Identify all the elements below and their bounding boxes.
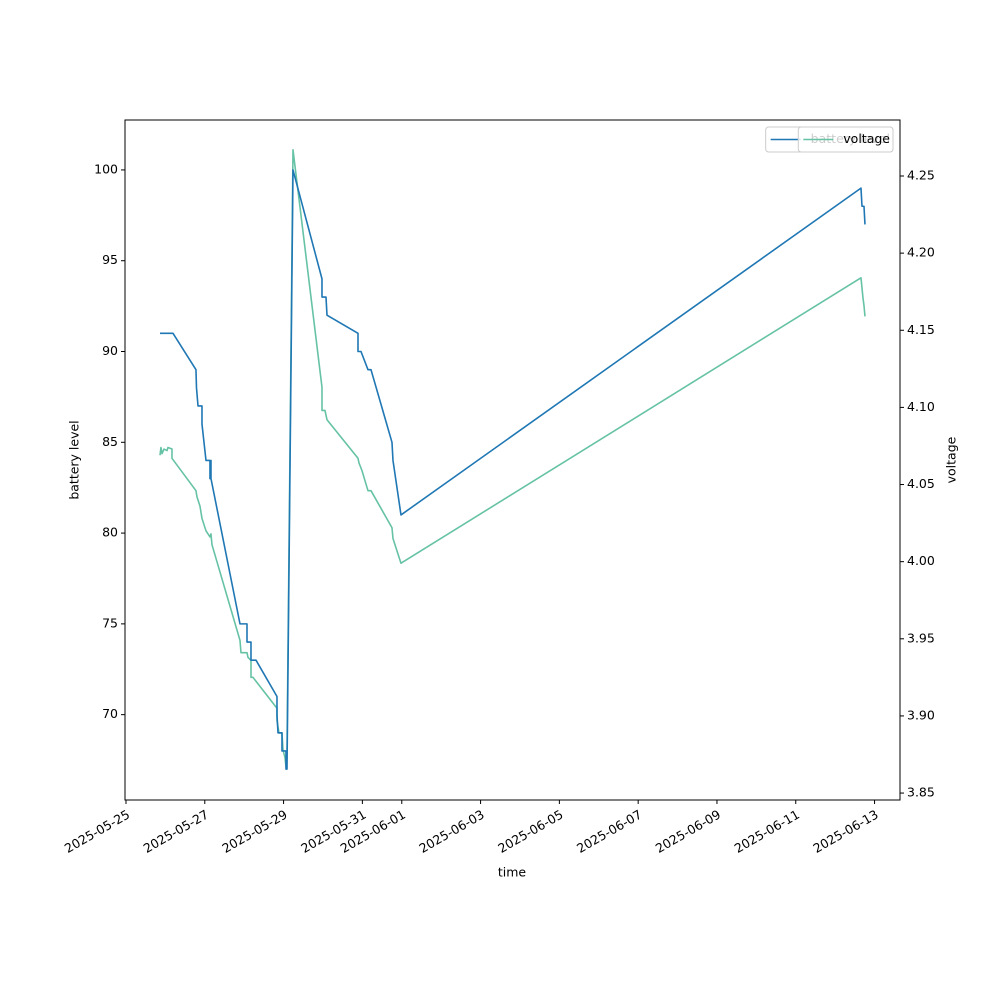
- y-tick-label: 100: [94, 161, 118, 176]
- x-axis-label: time: [498, 865, 527, 880]
- y-tick-label: 75: [102, 615, 118, 630]
- y2-tick-label: 4.25: [907, 167, 935, 182]
- y-tick-label: 95: [102, 252, 118, 267]
- legend-label: voltage: [843, 131, 890, 146]
- y-tick-label: 90: [102, 343, 118, 358]
- y2-tick-label: 3.95: [907, 630, 935, 645]
- data-line: [159, 169, 866, 770]
- y2-tick-label: 3.90: [907, 707, 935, 722]
- y2-tick-label: 4.05: [907, 476, 935, 491]
- y2-tick-label: 4.20: [907, 245, 935, 260]
- y-tick-label: 70: [102, 706, 118, 721]
- y-tick-label: 85: [102, 434, 118, 449]
- y-tick-label: 80: [102, 525, 118, 540]
- y2-axis-label: voltage: [944, 436, 959, 483]
- y-axis-label: battery level: [67, 420, 82, 499]
- y2-tick-label: 3.85: [907, 785, 935, 800]
- legend: voltage: [797, 126, 894, 153]
- y2-tick-label: 4.00: [907, 553, 935, 568]
- y2-tick-label: 4.15: [907, 322, 935, 337]
- y2-tick-label: 4.10: [907, 399, 935, 414]
- plot-frame: [124, 119, 901, 801]
- legend-box: [797, 126, 894, 153]
